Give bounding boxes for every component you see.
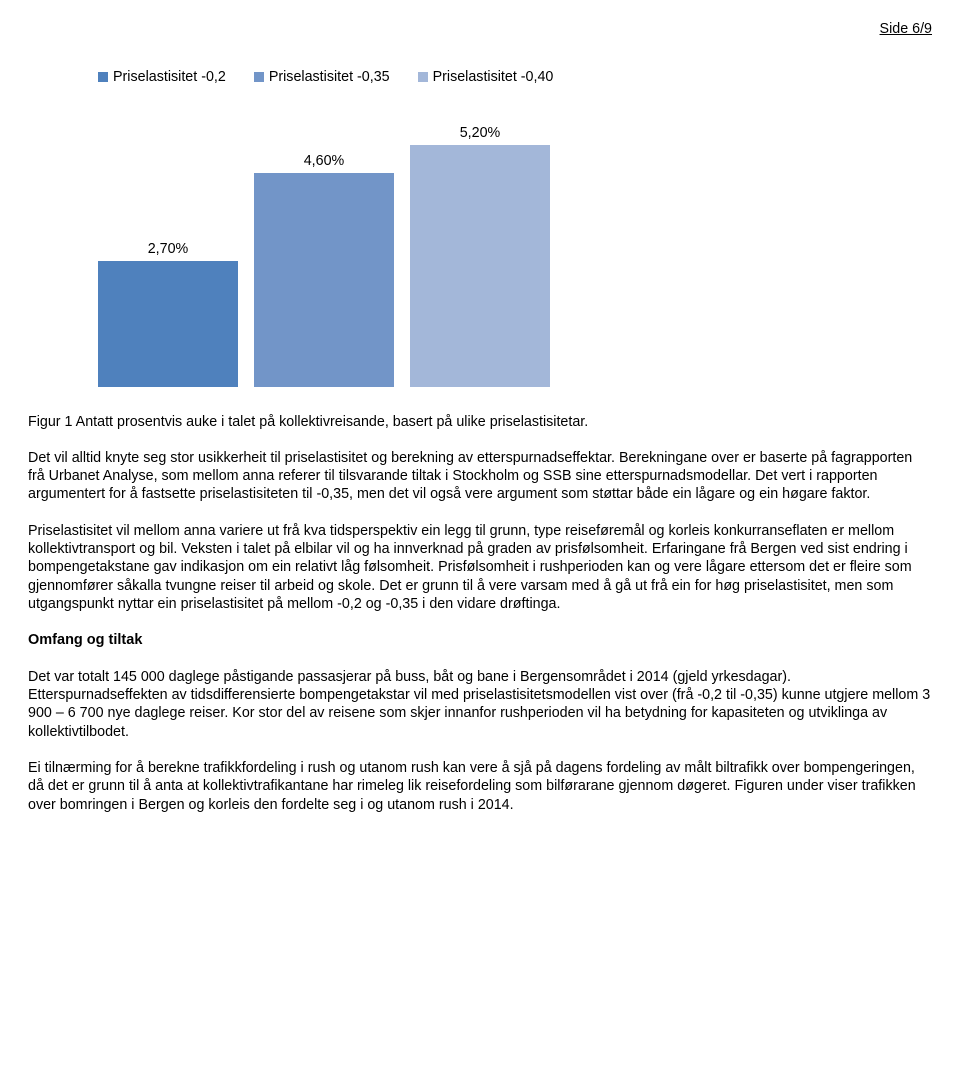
bar-value-label: 4,60% — [304, 152, 345, 170]
legend-item: Priselastisitet -0,40 — [418, 68, 554, 86]
section-heading: Omfang og tiltak — [28, 631, 932, 650]
bar — [410, 145, 550, 387]
bar-value-label: 2,70% — [148, 240, 189, 258]
legend-swatch — [98, 72, 108, 82]
bar-wrap: 5,20% — [410, 124, 550, 386]
legend-label: Priselastisitet -0,35 — [269, 68, 390, 86]
bar-wrap: 4,60% — [254, 152, 394, 386]
bar-group: 2,70% 4,60% 5,20% — [98, 124, 550, 386]
body-paragraph: Det var totalt 145 000 daglege påstigand… — [28, 668, 932, 741]
legend-item: Priselastisitet -0,2 — [98, 68, 226, 86]
bar-value-label: 5,20% — [460, 124, 501, 142]
bar — [98, 261, 238, 387]
page-header: Side 6/9 — [28, 20, 932, 38]
bar — [254, 173, 394, 387]
body-paragraph: Det vil alltid knyte seg stor usikkerhei… — [28, 449, 932, 504]
legend-item: Priselastisitet -0,35 — [254, 68, 390, 86]
legend-swatch — [418, 72, 428, 82]
body-paragraph: Priselastisitet vil mellom anna variere … — [28, 522, 932, 613]
legend-swatch — [254, 72, 264, 82]
figure-caption: Figur 1 Antatt prosentvis auke i talet p… — [28, 413, 932, 431]
bar-chart: 2,70% 4,60% 5,20% — [98, 97, 658, 387]
legend-label: Priselastisitet -0,2 — [113, 68, 226, 86]
body-paragraph: Ei tilnærming for å berekne trafikkforde… — [28, 759, 932, 814]
legend-label: Priselastisitet -0,40 — [433, 68, 554, 86]
bar-wrap: 2,70% — [98, 240, 238, 386]
chart-legend: Priselastisitet -0,2 Priselastisitet -0,… — [98, 68, 932, 86]
